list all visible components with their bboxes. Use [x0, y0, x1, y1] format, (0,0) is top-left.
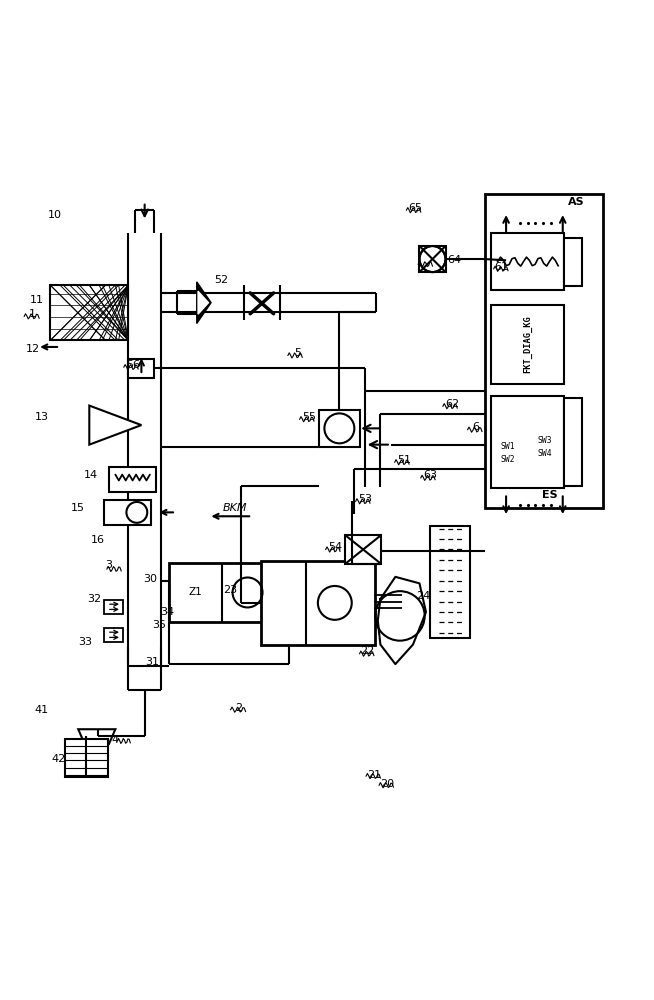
Text: 62: 62 [445, 399, 459, 409]
Polygon shape [198, 291, 209, 314]
Text: 1: 1 [29, 309, 36, 319]
Bar [345, 535, 381, 564]
Bar [491, 233, 564, 290]
Text: SW4: SW4 [538, 449, 553, 458]
Text: 20: 20 [380, 779, 394, 789]
Bar [109, 467, 156, 492]
Bar [104, 500, 151, 525]
Bar [419, 246, 445, 272]
Text: Z1: Z1 [188, 587, 202, 597]
Text: 5: 5 [294, 348, 301, 358]
Text: 65: 65 [408, 203, 422, 213]
Bar [104, 628, 122, 642]
Text: 34: 34 [160, 607, 174, 617]
Polygon shape [78, 729, 115, 744]
Text: 41: 41 [35, 705, 49, 715]
Text: 53: 53 [358, 494, 371, 504]
Text: 6: 6 [472, 422, 479, 432]
Bar [104, 600, 122, 614]
Polygon shape [90, 406, 141, 445]
Text: 12: 12 [26, 344, 40, 354]
Text: 55: 55 [301, 412, 316, 422]
Text: 24: 24 [416, 591, 430, 601]
Text: AS: AS [568, 197, 584, 207]
Bar [65, 739, 107, 777]
Text: SW3: SW3 [538, 436, 553, 445]
Text: 33: 33 [78, 637, 92, 647]
Text: FKT_DIAG_KG: FKT_DIAG_KG [523, 315, 532, 373]
Bar [564, 398, 582, 486]
Text: 31: 31 [145, 657, 160, 667]
Bar [128, 359, 154, 378]
Text: 56: 56 [126, 360, 140, 370]
Text: 52: 52 [215, 275, 228, 285]
Text: 16: 16 [91, 535, 105, 545]
Text: 63: 63 [423, 470, 437, 480]
Text: 23: 23 [224, 585, 237, 595]
Bar [319, 410, 360, 447]
Bar [491, 305, 564, 384]
Text: 10: 10 [48, 210, 61, 220]
Text: BKM: BKM [222, 503, 247, 513]
Polygon shape [197, 282, 211, 324]
Text: SW1: SW1 [501, 442, 515, 451]
Text: 14: 14 [84, 470, 98, 480]
Bar [169, 563, 270, 622]
Text: SW2: SW2 [501, 455, 515, 464]
Text: ES: ES [542, 490, 557, 500]
Text: 2: 2 [235, 703, 243, 713]
Text: 64: 64 [447, 255, 461, 265]
Text: 21: 21 [367, 770, 381, 780]
Text: 61: 61 [494, 262, 509, 272]
Text: 51: 51 [397, 455, 411, 465]
Text: 30: 30 [143, 574, 157, 584]
Text: 3: 3 [105, 560, 112, 570]
Bar [430, 526, 470, 638]
Text: 54: 54 [328, 542, 342, 552]
Bar [50, 285, 128, 340]
Text: 4: 4 [112, 735, 119, 745]
Text: 13: 13 [35, 412, 49, 422]
Bar [491, 396, 564, 488]
Bar [485, 194, 603, 508]
Bar [260, 561, 375, 645]
Text: 35: 35 [152, 620, 166, 630]
Text: 42: 42 [52, 754, 66, 764]
Text: 32: 32 [87, 594, 101, 604]
Bar [564, 238, 582, 286]
Text: 22: 22 [360, 646, 375, 656]
Text: 11: 11 [30, 295, 44, 305]
Text: 15: 15 [71, 503, 85, 513]
